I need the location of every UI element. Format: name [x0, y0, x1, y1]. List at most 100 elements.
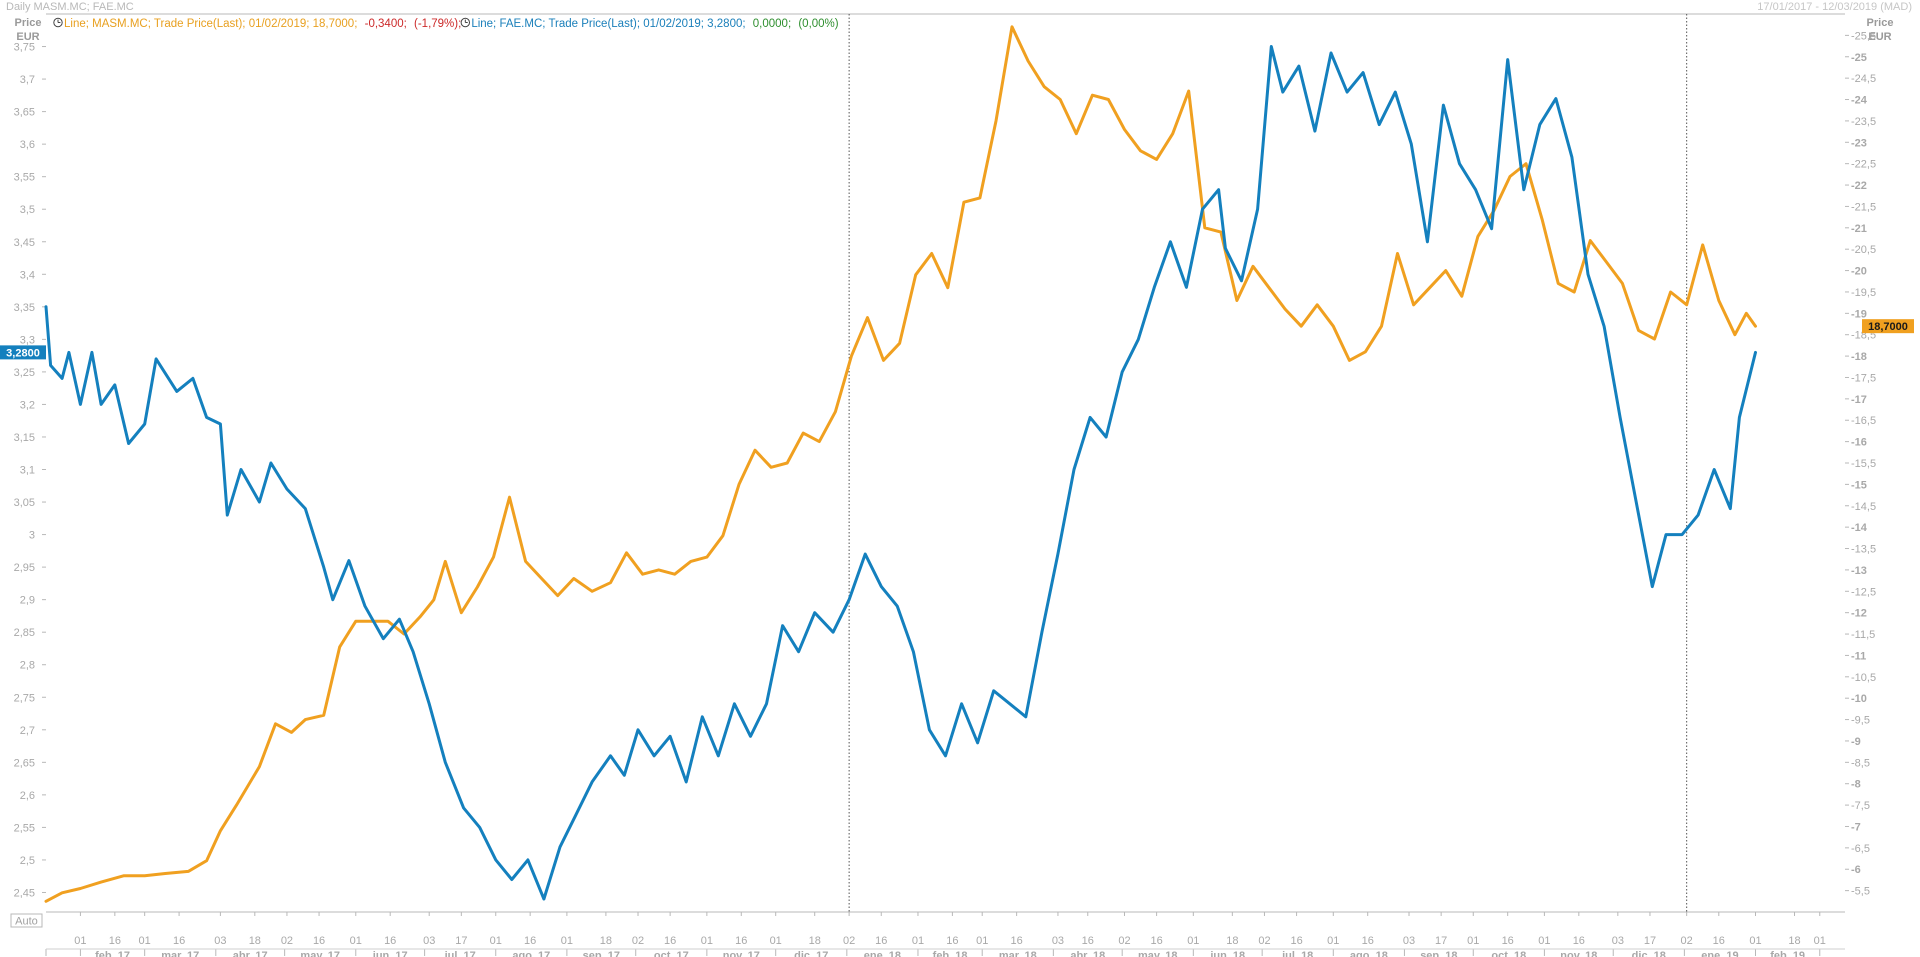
x-tick-label: 02	[1258, 935, 1270, 947]
month-label: nov. 18	[1560, 950, 1597, 957]
left-tick-label: 2,85	[14, 627, 35, 639]
right-tick-label: -24	[1851, 95, 1868, 107]
right-tick-label: -17	[1851, 394, 1867, 406]
right-tick-label: -23	[1851, 137, 1867, 149]
right-tick-label: -16	[1851, 437, 1867, 449]
x-tick-label: 18	[1788, 935, 1800, 947]
x-tick-label: 16	[1573, 935, 1585, 947]
right-tick-label: -22,5	[1851, 159, 1876, 171]
right-axis-name: Price	[1867, 17, 1894, 29]
series-layer	[44, 25, 1757, 903]
right-tick-label: -6	[1851, 864, 1861, 876]
month-label: sep. 17	[583, 950, 620, 957]
right-tick-label: -5,5	[1851, 886, 1870, 898]
x-tick-label: 02	[281, 935, 293, 947]
month-label: jul. 18	[1281, 950, 1313, 957]
month-label: oct. 18	[1491, 950, 1526, 957]
x-tick-label: 16	[946, 935, 958, 947]
month-label: may. 17	[300, 950, 340, 957]
left-tick-label: 2,5	[20, 855, 35, 867]
x-tick-label: 01	[701, 935, 713, 947]
left-tick-label: 3,6	[20, 139, 35, 151]
month-label: ago. 17	[512, 950, 550, 957]
x-tick-label: 03	[1052, 935, 1064, 947]
month-label: ene. 18	[864, 950, 901, 957]
auto-scale-button[interactable]: Auto	[10, 913, 43, 928]
right-tick-label: -9,5	[1851, 715, 1870, 727]
right-tick-label: -20	[1851, 266, 1867, 278]
legend-masm-change: -0,3400;	[365, 18, 407, 30]
x-tick-label: 17	[455, 935, 467, 947]
right-tick-label: -8	[1851, 779, 1861, 791]
x-tick-label: 16	[1011, 935, 1023, 947]
right-tick-label: -21	[1851, 223, 1867, 235]
x-tick-label: 16	[173, 935, 185, 947]
legend-fae-head: Line; FAE.MC; Trade Price(Last); 01/02/2…	[471, 18, 745, 30]
left-axis-name: Price	[15, 17, 42, 29]
chart-title: Daily MASM.MC; FAE.MC	[6, 1, 134, 13]
svg-text:Line; MASM.MC; Trade Price(Las: Line; MASM.MC; Trade Price(Last); 01/02/…	[64, 18, 461, 30]
right-tick-label: -18	[1851, 351, 1867, 363]
x-tick-label: 01	[1814, 935, 1826, 947]
x-tick-label: 16	[664, 935, 676, 947]
year-separators	[848, 14, 1688, 912]
left-axis: 2,45 2,5 2,55 2,6 2,65 2,7 2,75 2,8 2,85 2,9 2,95 3…	[14, 42, 46, 899]
left-tick-label: 3,15	[14, 432, 35, 444]
left-tick-label: 2,45	[14, 887, 35, 899]
left-tick-label: 2,7	[20, 725, 35, 737]
right-tick-label: -10,5	[1851, 672, 1876, 684]
legend-item-masm[interactable]: Line; MASM.MC; Trade Price(Last); 01/02/…	[53, 17, 462, 30]
legend-masm-pct: (-1,79%);	[414, 18, 461, 30]
month-label: sep. 18	[1420, 950, 1457, 957]
x-tick-label: 01	[1187, 935, 1199, 947]
x-tick-label: 16	[313, 935, 325, 947]
x-tick-label: 02	[632, 935, 644, 947]
right-tick-label: -14,5	[1851, 501, 1876, 513]
x-tick-label: 01	[1749, 935, 1761, 947]
x-tick-label: 16	[109, 935, 121, 947]
right-tick-label: -23,5	[1851, 116, 1876, 128]
right-tick-label: -15,5	[1851, 458, 1876, 470]
right-tick-label: -21,5	[1851, 201, 1876, 213]
right-tick-label: -24,5	[1851, 73, 1876, 85]
right-tick-label: -11,5	[1851, 629, 1875, 641]
right-tick-label: -9	[1851, 736, 1861, 748]
left-tick-label: 2,95	[14, 562, 35, 574]
right-tick-label: -8,5	[1851, 757, 1870, 769]
month-label: oct. 17	[654, 950, 689, 957]
right-tick-label: -25,5	[1851, 30, 1876, 42]
fae-last-value-tag: 3,2800	[0, 345, 46, 360]
right-tick-label: -20,5	[1851, 244, 1876, 256]
x-tick-label: 16	[1362, 935, 1374, 947]
month-label: nov. 17	[723, 950, 760, 957]
x-tick-label: 16	[384, 935, 396, 947]
legend: Line; MASM.MC; Trade Price(Last); 01/02/…	[53, 17, 839, 30]
right-tick-label: -19,5	[1851, 287, 1876, 299]
x-tick-label: 16	[735, 935, 747, 947]
right-tick-label: -16,5	[1851, 415, 1876, 427]
right-tick-label: -13	[1851, 565, 1867, 577]
series-line-masm[interactable]	[44, 25, 1757, 903]
right-tick-label: -11	[1851, 650, 1866, 662]
x-tick-label: 16	[1713, 935, 1725, 947]
right-tick-label: -22	[1851, 180, 1867, 192]
x-tick-label: 03	[214, 935, 226, 947]
left-tick-label: 3,45	[14, 237, 35, 249]
month-label: abr. 18	[1070, 950, 1105, 957]
x-tick-label: 02	[1118, 935, 1130, 947]
right-tick-label: -12	[1851, 608, 1867, 620]
left-tick-label: 3,05	[14, 497, 35, 509]
right-axis-unit: EUR	[1868, 31, 1891, 43]
legend-item-fae[interactable]: Line; FAE.MC; Trade Price(Last); 01/02/2…	[460, 17, 839, 30]
x-tick-label: 03	[423, 935, 435, 947]
left-tick-label: 2,9	[20, 595, 35, 607]
x-tick-label: 01	[1327, 935, 1339, 947]
x-tick-label: 18	[1226, 935, 1238, 947]
series-line-fae[interactable]	[44, 45, 1757, 901]
x-tick-label: 01	[1467, 935, 1479, 947]
fae-last-value: 3,2800	[6, 347, 40, 359]
right-tick-label: -15	[1851, 479, 1867, 491]
right-tick-label: -17,5	[1851, 372, 1876, 384]
month-label: jun. 17	[372, 950, 408, 957]
